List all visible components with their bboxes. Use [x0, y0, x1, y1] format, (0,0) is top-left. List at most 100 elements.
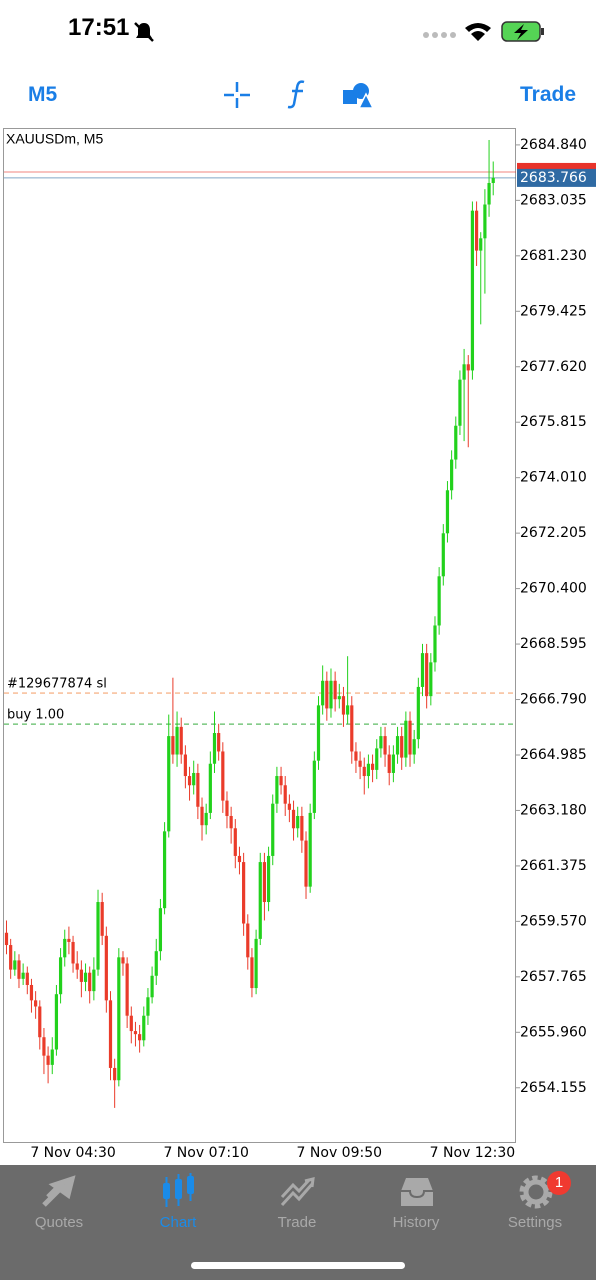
y-tick-label: 2679.425 [520, 303, 587, 319]
candle-body [117, 957, 121, 1081]
y-tick-label: 2675.815 [520, 414, 587, 430]
candle-body [17, 960, 21, 979]
candle-body [404, 720, 408, 758]
trade-icon [280, 1177, 315, 1207]
y-tick-label: 2672.205 [520, 525, 587, 541]
candle-body [370, 763, 375, 770]
order-label: #129677874 sl [7, 677, 107, 692]
candle-body [125, 963, 129, 1016]
candle-body [142, 1015, 146, 1041]
candle-body [133, 1031, 138, 1035]
candle-body [167, 736, 171, 832]
y-tick-label: 2659.570 [520, 913, 587, 929]
candle-body [204, 812, 208, 826]
tab-label[interactable]: Settings [507, 1214, 563, 1231]
tab-label[interactable]: History [392, 1214, 440, 1231]
candle-body [183, 754, 187, 777]
candle-body [58, 957, 63, 995]
candle-body [46, 1055, 50, 1065]
plot-frame [3, 128, 516, 1143]
trade-button[interactable]: Trade [520, 83, 577, 106]
candle-body [395, 736, 400, 755]
candle-body [92, 969, 96, 992]
tab-bar: 1 Quotes Chart Trade History Settings [0, 1165, 596, 1280]
candle-body [408, 720, 412, 755]
candle-body [412, 739, 416, 755]
mute-icon [134, 22, 154, 42]
candle-body [362, 766, 366, 777]
settings-badge: 1 [547, 1171, 571, 1195]
indicators-button[interactable] [284, 78, 310, 110]
candle-body [171, 736, 175, 755]
candle-body [425, 653, 429, 697]
candle-body [441, 533, 445, 577]
candle-body [4, 932, 9, 946]
candle-body [312, 760, 316, 813]
tab-label[interactable]: Trade [277, 1214, 317, 1231]
settings-icon [519, 1175, 553, 1209]
candle-body [308, 812, 312, 887]
candle-body [429, 662, 433, 697]
candle-body [138, 1034, 142, 1041]
candle-body [291, 809, 296, 829]
tab-label[interactable]: Quotes [34, 1214, 84, 1231]
candle-body [246, 923, 250, 958]
candle-body [9, 945, 13, 970]
candle-body [316, 705, 321, 761]
status-icons [423, 21, 544, 42]
candle-body [333, 680, 337, 700]
y-tick-label: 2674.010 [520, 470, 587, 486]
candle-body [391, 754, 395, 773]
chart: XAUUSDm, M5 2684.840 2683.035 2681.230 2679… [3, 128, 596, 1161]
candle-body [420, 653, 425, 687]
y-tick-label: 2668.595 [520, 636, 587, 652]
candle-body [466, 364, 470, 371]
candle-body [454, 425, 458, 460]
candle-body [229, 815, 233, 829]
candle-body [383, 736, 387, 755]
candle-body [217, 733, 221, 752]
candle-body [83, 972, 88, 982]
candle-body [71, 941, 75, 964]
candle-body [34, 1000, 38, 1007]
candle-body [233, 828, 237, 856]
candle-body [129, 1015, 133, 1032]
objects-button[interactable] [341, 80, 373, 110]
candle-body [350, 705, 354, 752]
candle-body [329, 680, 333, 709]
candle-body [104, 935, 108, 1001]
tab-label[interactable]: Chart [159, 1214, 197, 1231]
candle-body [279, 776, 283, 786]
crosshair-button[interactable] [222, 80, 252, 110]
candle-body [375, 748, 379, 770]
y-tick-label: 2664.985 [520, 747, 587, 763]
candle-body [450, 459, 454, 491]
candle-body [242, 862, 246, 924]
candle-body [491, 177, 495, 184]
candle-body [67, 938, 71, 942]
candle-body [179, 726, 183, 755]
history-icon [401, 1178, 433, 1206]
candle-body [366, 763, 371, 777]
candle-body [325, 680, 329, 709]
candle-body [458, 379, 462, 426]
candle-body [462, 364, 466, 380]
bid-label-box [517, 168, 596, 187]
candle-body [262, 862, 267, 903]
candle-body [54, 994, 59, 1050]
candle-body [88, 972, 92, 992]
candle-body [287, 803, 291, 810]
y-tick-label: 2655.960 [520, 1024, 587, 1040]
candle-body [162, 831, 167, 909]
candle-body [50, 1049, 54, 1065]
x-tick-label: 7 Nov 12:30 [430, 1145, 515, 1161]
candle-body [250, 957, 254, 989]
candle-body [487, 183, 491, 205]
candle-body [354, 751, 358, 761]
candle-body [100, 902, 104, 936]
candle-body [154, 951, 158, 976]
candle-body [387, 754, 391, 773]
candle-body [63, 938, 67, 958]
timeframe-button[interactable]: M5 [28, 83, 58, 106]
